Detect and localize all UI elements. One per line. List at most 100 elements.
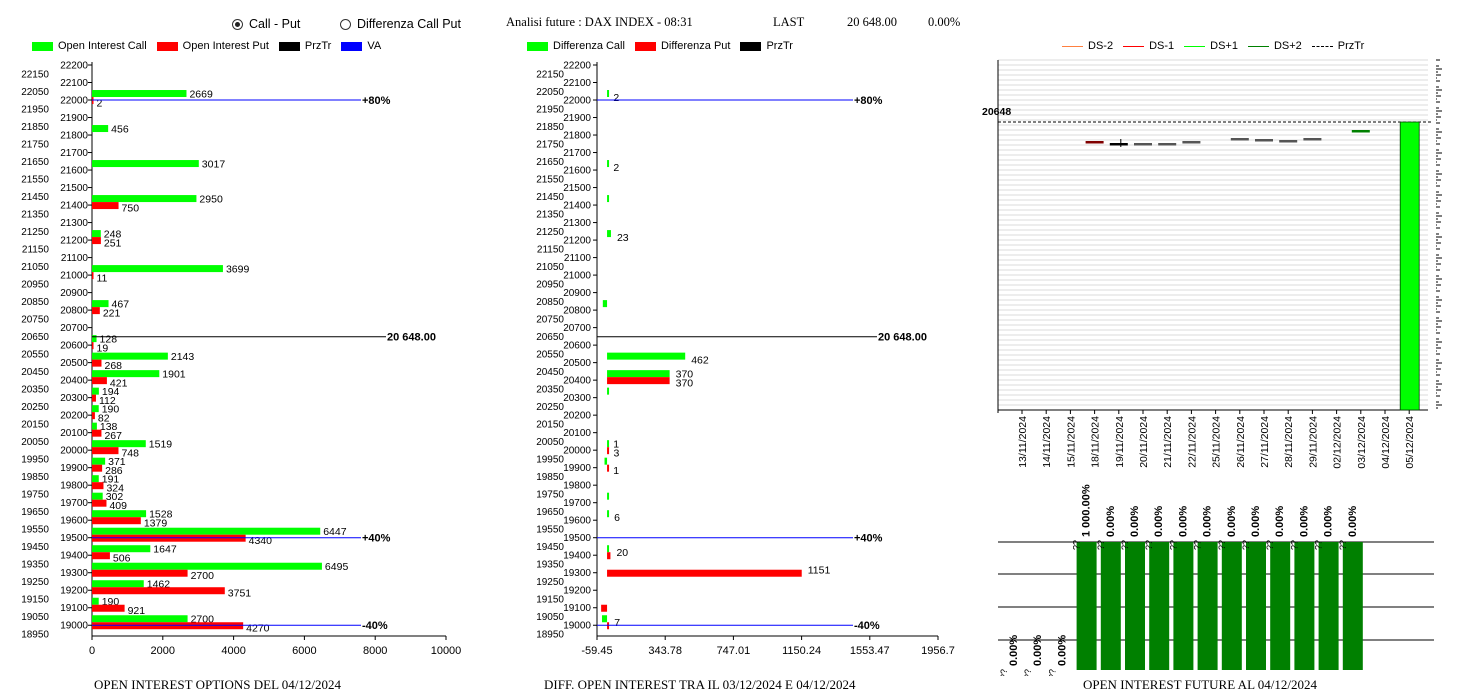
y-tick-label: 21000 xyxy=(60,271,88,282)
put-bar xyxy=(92,517,141,525)
y-tick-label: 19500 xyxy=(563,533,591,544)
y-tick-label: 20600 xyxy=(60,341,88,352)
legend-label: DS-1 xyxy=(1149,40,1175,52)
put-bar-label: 251 xyxy=(104,238,122,250)
oi-pct-label: 0.00% xyxy=(1226,506,1238,537)
y-tick-label: 20200 xyxy=(563,411,591,422)
y-tick-label: 19000 xyxy=(563,621,591,632)
call-bar xyxy=(92,510,147,518)
diff-call-bar xyxy=(607,160,610,168)
oi-bar xyxy=(1221,542,1242,670)
y-tick-label: 20500 xyxy=(563,358,591,369)
y-tick-label: 20300 xyxy=(60,393,88,404)
y-tick-label: 20600 xyxy=(563,341,591,352)
oi-bar xyxy=(1246,542,1266,670)
y-tick-label: 21300 xyxy=(60,218,88,229)
y-tick-label: 20250 xyxy=(21,402,49,413)
put-bar xyxy=(92,359,102,367)
y-tick-label: 20550 xyxy=(536,349,564,360)
legend-label: DS+2 xyxy=(1273,40,1302,52)
oi-pct-label: 0.00% xyxy=(1323,506,1335,537)
candle-mark xyxy=(1109,143,1128,146)
date-label: 25/11/2024 xyxy=(1211,416,1223,468)
call-bar-label: 1647 xyxy=(153,544,177,556)
legend-item-ds-2: DS-2 xyxy=(1062,40,1113,52)
oi-bar xyxy=(1125,542,1145,670)
y-tick-label: 20750 xyxy=(21,314,49,325)
oi-pct-label: 1 000.00% xyxy=(1081,484,1093,537)
put-bar-label: 748 xyxy=(121,448,139,460)
y-tick-label: 20950 xyxy=(536,279,564,290)
y-tick-label: 21250 xyxy=(21,227,49,238)
call-bar xyxy=(92,195,197,203)
future-oi-pct-chart: 0.00%??0.00%??0.00%??1 000.00%??0.00%??0… xyxy=(998,484,1434,676)
put-bar xyxy=(92,447,119,455)
y-tick-label: 20800 xyxy=(563,306,591,317)
y-tick-label: 21550 xyxy=(21,174,49,185)
call-bar-label: 2143 xyxy=(171,351,195,363)
date-label: 15/11/2024 xyxy=(1065,416,1077,468)
oi-pct-marker: ?? xyxy=(1023,669,1033,676)
legend-label: PrzTr xyxy=(766,40,793,52)
va-line-label: +80% xyxy=(854,95,883,107)
diff-call-bar xyxy=(607,387,610,395)
y-tick-label: 21650 xyxy=(21,157,49,168)
legend-line xyxy=(1247,45,1269,47)
call-bar xyxy=(92,405,99,413)
radio-differenza-label: Differenza Call Put xyxy=(357,17,461,31)
x-tick-label: 0 xyxy=(89,645,95,657)
y-tick-label: 19700 xyxy=(60,498,88,509)
diff-call-bar xyxy=(607,510,610,518)
call-bar xyxy=(92,335,97,343)
radio-call-put-indicator[interactable] xyxy=(232,18,243,30)
x-tick-label: 1553.47 xyxy=(850,645,890,657)
call-bar xyxy=(92,580,144,588)
put-bar-label: 11 xyxy=(97,273,108,285)
radio-differenza[interactable]: Differenza Call Put xyxy=(340,16,461,32)
y-tick-label: 20700 xyxy=(563,323,591,334)
oi-bar xyxy=(1100,542,1121,670)
legend-item-oi-put: Open Interest Put xyxy=(156,40,269,52)
y-tick-label: 19950 xyxy=(536,454,564,465)
change-value: 0.00% xyxy=(928,15,961,29)
call-bar-label: 6495 xyxy=(325,561,349,573)
candle-mark xyxy=(1279,140,1298,143)
call-bar xyxy=(92,440,146,448)
date-label: 02/12/2024 xyxy=(1332,416,1344,469)
diff-call-bar xyxy=(604,457,608,465)
y-tick-label: 21850 xyxy=(21,122,49,133)
radio-differenza-indicator[interactable] xyxy=(340,18,351,30)
diff-put-bar xyxy=(607,552,611,560)
put-bar xyxy=(92,307,100,315)
legend-item-diff-prztr: PrzTr xyxy=(740,40,793,52)
y-tick-label: 21650 xyxy=(536,157,564,168)
candle-mark xyxy=(1255,139,1273,142)
y-tick-label: 22000 xyxy=(563,96,591,107)
radio-call-put[interactable]: Call - Put xyxy=(232,16,300,32)
y-tick-label: 20350 xyxy=(536,384,564,395)
call-bar-label: 302 xyxy=(106,491,124,503)
oi-pct-marker: ?? xyxy=(1217,540,1227,550)
candle-mark xyxy=(1182,141,1201,144)
y-tick-label: 20800 xyxy=(60,306,88,317)
legend-item-diff-put: Differenza Put xyxy=(634,40,730,52)
y-tick-label: 21850 xyxy=(536,122,564,133)
y-tick-label: 19550 xyxy=(536,524,564,535)
y-tick-label: 19050 xyxy=(536,612,564,623)
diff-put-label: 370 xyxy=(676,378,694,390)
x-tick-label: 747.01 xyxy=(717,645,751,657)
y-tick-label: 22150 xyxy=(21,69,49,80)
date-label: 13/11/2024 xyxy=(1017,416,1029,468)
call-bar xyxy=(92,160,199,168)
y-tick-label: 21500 xyxy=(563,183,591,194)
y-tick-label: 19250 xyxy=(536,577,564,588)
y-tick-label: 18950 xyxy=(536,630,564,641)
call-bar-label: 1528 xyxy=(149,509,173,521)
legend-line xyxy=(1062,45,1083,47)
y-tick-label: 19250 xyxy=(21,577,49,588)
oi-pct-label: 0.00% xyxy=(1202,506,1214,537)
y-tick-label: 20450 xyxy=(536,367,564,378)
diff-put-bar xyxy=(601,604,608,612)
y-tick-label: 21300 xyxy=(563,218,591,229)
y-tick-label: 21200 xyxy=(60,236,88,247)
